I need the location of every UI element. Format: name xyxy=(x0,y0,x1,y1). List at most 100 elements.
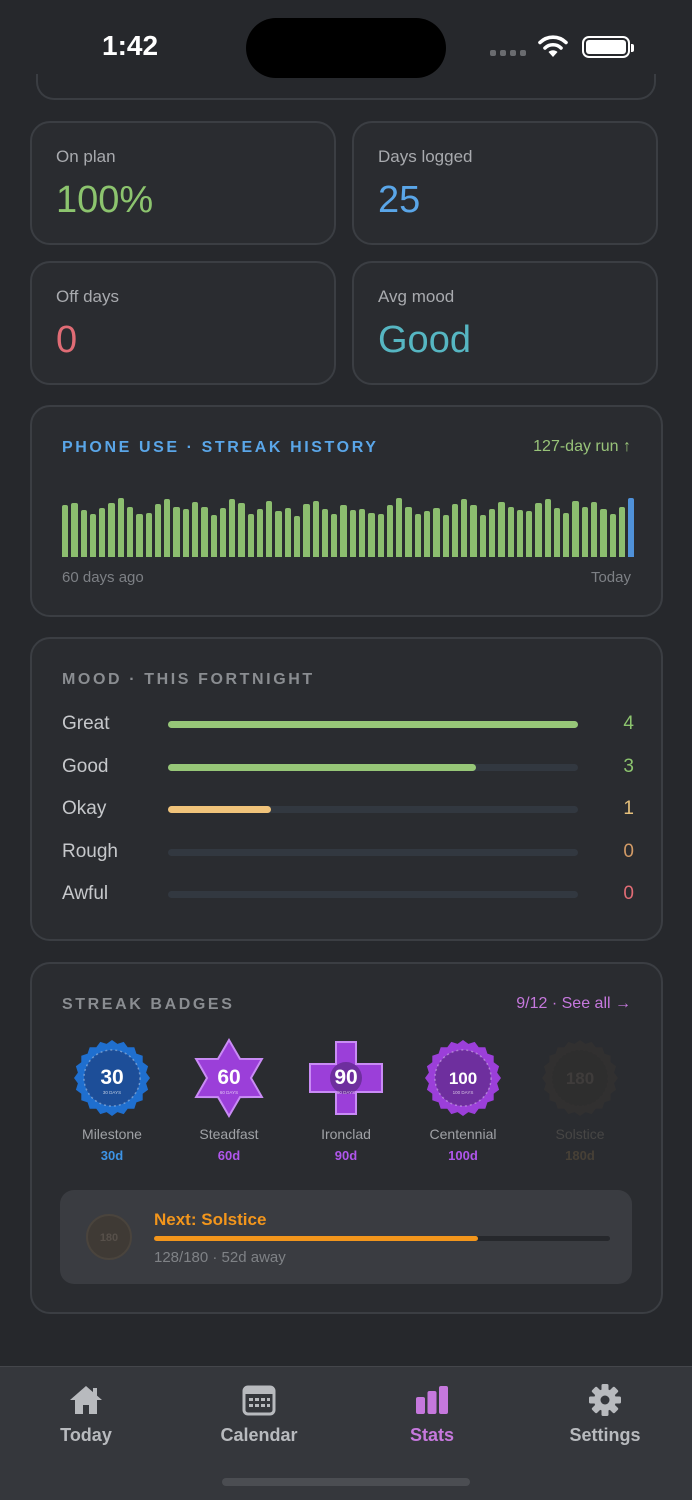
badge-icon: 100 100 DAYS xyxy=(425,1040,501,1116)
badge-milestone[interactable]: 30 30 DAYS Milestone 30d xyxy=(62,1038,162,1163)
badge-ironclad[interactable]: 90 90 DAYS Ironclad 90d xyxy=(296,1038,396,1163)
streak-bar xyxy=(349,510,356,557)
badges-title: STREAK BADGES xyxy=(62,996,235,1013)
streak-bar xyxy=(479,515,486,557)
streak-bar xyxy=(377,513,384,557)
streak-bar xyxy=(535,503,542,557)
streak-bar xyxy=(488,509,496,557)
streak-bar xyxy=(126,506,134,557)
see-all-badges-link[interactable]: 9/12 · See all → xyxy=(516,995,631,1012)
streak-bar xyxy=(71,503,78,557)
stat-label: Off days xyxy=(56,287,119,306)
streak-bar xyxy=(553,507,561,557)
streak-bar xyxy=(117,498,124,557)
stat-card-on-plan: On plan 100% xyxy=(30,121,336,245)
streak-bar xyxy=(507,506,514,557)
streak-bar xyxy=(331,513,338,557)
status-bar: 1:42 xyxy=(0,0,692,90)
tab-settings[interactable]: Settings xyxy=(545,1383,665,1446)
mood-row-rough: Rough 0 xyxy=(62,837,634,867)
streak-bar xyxy=(461,499,468,557)
next-badge-progress-label: 128/180 · 52d away xyxy=(154,1249,286,1266)
badge-steadfast[interactable]: 60 60 DAYS Steadfast 60d xyxy=(179,1038,279,1163)
badge-name: Ironclad xyxy=(321,1126,371,1142)
mood-count: 1 xyxy=(623,798,634,819)
mood-count: 4 xyxy=(623,713,634,734)
badge-days: 30d xyxy=(100,1148,124,1163)
streak-bar xyxy=(62,505,69,557)
gear-icon xyxy=(589,1384,621,1416)
streak-bar xyxy=(423,511,431,557)
streak-bar xyxy=(238,503,245,557)
streak-bar xyxy=(256,509,264,557)
mood-label: Great xyxy=(62,713,110,734)
tab-bar: Today Calendar Stats xyxy=(0,1366,692,1500)
streak-bar xyxy=(219,507,227,557)
streak-bar xyxy=(266,500,273,557)
streak-bar xyxy=(498,501,505,557)
status-time: 1:42 xyxy=(102,30,159,61)
mood-bar-track xyxy=(168,721,578,728)
mood-bar-track xyxy=(168,806,578,813)
streak-bar xyxy=(247,513,254,557)
streak-bar xyxy=(340,505,347,557)
badge-centennial[interactable]: 100 100 DAYS Centennial 100d xyxy=(413,1038,513,1163)
badge-name: Steadfast xyxy=(199,1126,259,1142)
streak-bar xyxy=(136,513,143,557)
mood-bar-fill xyxy=(168,806,271,813)
streak-bar xyxy=(312,500,319,557)
wifi-icon xyxy=(538,35,568,57)
streak-bar xyxy=(99,507,106,557)
next-badge-panel[interactable]: 180 Next: Solstice 128/180 · 52d away xyxy=(60,1190,632,1284)
streak-bar xyxy=(405,506,412,557)
badge-solstice[interactable]: 180 Solstice 180d xyxy=(530,1038,630,1163)
home-icon xyxy=(70,1386,102,1414)
tab-label: Stats xyxy=(409,1425,454,1445)
streak-bar xyxy=(563,512,570,557)
streak-bar xyxy=(145,512,152,557)
streak-bar xyxy=(470,505,477,557)
tab-stats[interactable]: Stats xyxy=(372,1383,492,1446)
next-badge-progress-track xyxy=(154,1236,610,1241)
tab-label: Settings xyxy=(569,1425,641,1445)
svg-text:30: 30 xyxy=(100,1066,123,1089)
cellular-signal-icon xyxy=(490,50,526,56)
stat-value: 25 xyxy=(378,179,421,221)
svg-text:30 DAYS: 30 DAYS xyxy=(103,1090,121,1095)
streak-bar xyxy=(591,501,598,557)
streak-bar xyxy=(303,504,310,557)
mood-count: 0 xyxy=(623,840,634,862)
streak-bar xyxy=(284,507,292,557)
mood-bar-track xyxy=(168,891,578,898)
badge-name: Milestone xyxy=(82,1126,142,1142)
streak-start-label: 60 days ago xyxy=(62,569,144,586)
streak-bar xyxy=(80,510,87,557)
streak-bar xyxy=(321,509,329,557)
badge-days: 100d xyxy=(448,1148,478,1163)
mood-title: MOOD · THIS FORTNIGHT xyxy=(62,671,315,688)
tab-today[interactable]: Today xyxy=(26,1383,146,1446)
streak-bar xyxy=(386,505,394,557)
streak-bar xyxy=(182,509,189,557)
streak-bar xyxy=(572,500,579,557)
streak-bar-chart xyxy=(62,497,635,557)
streak-bar xyxy=(89,513,97,557)
badge-name: Centennial xyxy=(429,1126,497,1142)
streak-bar xyxy=(164,498,171,557)
stat-label: On plan xyxy=(56,147,116,166)
streak-bar xyxy=(618,506,626,557)
streak-run-label: 127-day run ↑ xyxy=(533,438,631,455)
svg-text:100 DAYS: 100 DAYS xyxy=(453,1090,474,1095)
streak-history-card: PHONE USE · STREAK HISTORY 127-day run ↑… xyxy=(30,405,663,617)
mood-bar-track xyxy=(168,763,578,771)
streak-bar xyxy=(368,512,375,557)
badge-name: Solstice xyxy=(555,1126,605,1142)
streak-bar xyxy=(201,506,208,557)
mood-bar-fill xyxy=(168,763,476,771)
tab-calendar[interactable]: Calendar xyxy=(199,1383,319,1446)
streak-bar xyxy=(609,513,616,557)
streak-bar xyxy=(229,499,236,557)
next-badge-icon: 180 xyxy=(86,1214,132,1260)
stat-label: Days logged xyxy=(378,147,473,166)
